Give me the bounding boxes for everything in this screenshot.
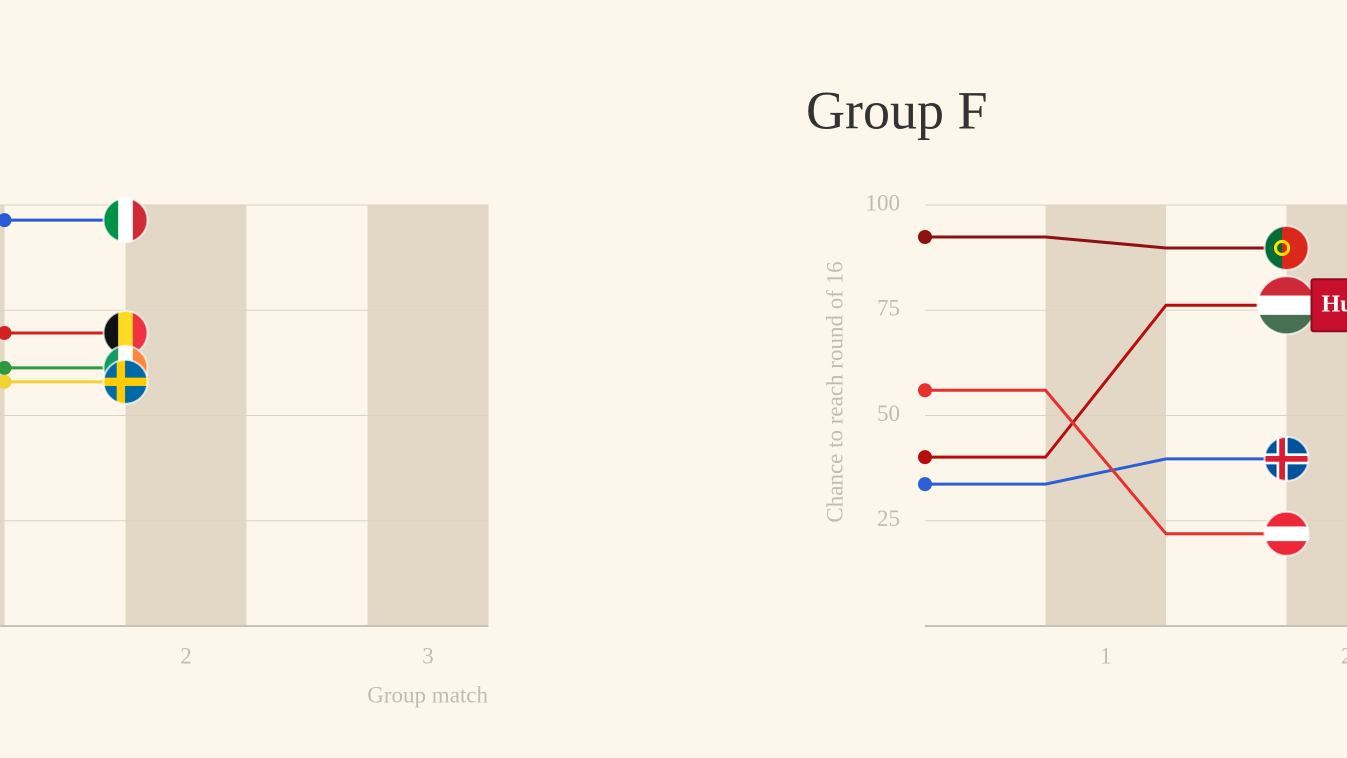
flag-border bbox=[102, 358, 149, 405]
start-dot bbox=[918, 450, 932, 465]
tooltip-box bbox=[1310, 278, 1347, 333]
flag-part bbox=[1264, 456, 1309, 462]
flag bbox=[1264, 436, 1309, 481]
flag bbox=[103, 359, 148, 404]
start-dot bbox=[918, 477, 932, 492]
y-tick-label: 100 bbox=[866, 190, 901, 215]
x-tick-label: 1 bbox=[1100, 643, 1112, 668]
start-dot bbox=[0, 213, 12, 228]
flag-part bbox=[1264, 526, 1309, 542]
x-tick-label: 3 bbox=[422, 643, 434, 668]
start-dot bbox=[0, 360, 12, 375]
start-dot bbox=[0, 325, 12, 340]
start-dot bbox=[918, 229, 932, 244]
flag-border bbox=[1263, 510, 1310, 557]
x-tick-label: 2 bbox=[1341, 643, 1347, 668]
y-axis-label: Chance to reach round of 16 bbox=[822, 261, 847, 522]
flag-part bbox=[118, 310, 134, 355]
y-tick-label: 75 bbox=[877, 296, 900, 321]
flag-part bbox=[118, 198, 134, 243]
flag-part bbox=[1257, 295, 1316, 316]
chart-title: Group F bbox=[806, 80, 988, 140]
start-dot bbox=[918, 383, 932, 398]
series-line bbox=[925, 388, 1287, 536]
series-line bbox=[925, 457, 1287, 486]
x-axis-label: Group match bbox=[367, 682, 488, 707]
flag-part bbox=[1264, 225, 1283, 270]
flag bbox=[1264, 225, 1309, 270]
flag-part bbox=[103, 377, 148, 386]
start-dot bbox=[0, 374, 12, 389]
flag-part bbox=[1274, 239, 1291, 257]
series-line bbox=[925, 303, 1287, 459]
y-tick-label: 25 bbox=[877, 506, 900, 531]
tooltip-text: Hungary bbox=[1322, 292, 1347, 318]
y-tick-label: 50 bbox=[877, 401, 900, 426]
flag-border bbox=[102, 197, 149, 244]
flag-border bbox=[1263, 435, 1310, 482]
series-line bbox=[925, 235, 1287, 250]
flag-border bbox=[1263, 224, 1310, 271]
x-tick-label: 2 bbox=[180, 643, 192, 668]
